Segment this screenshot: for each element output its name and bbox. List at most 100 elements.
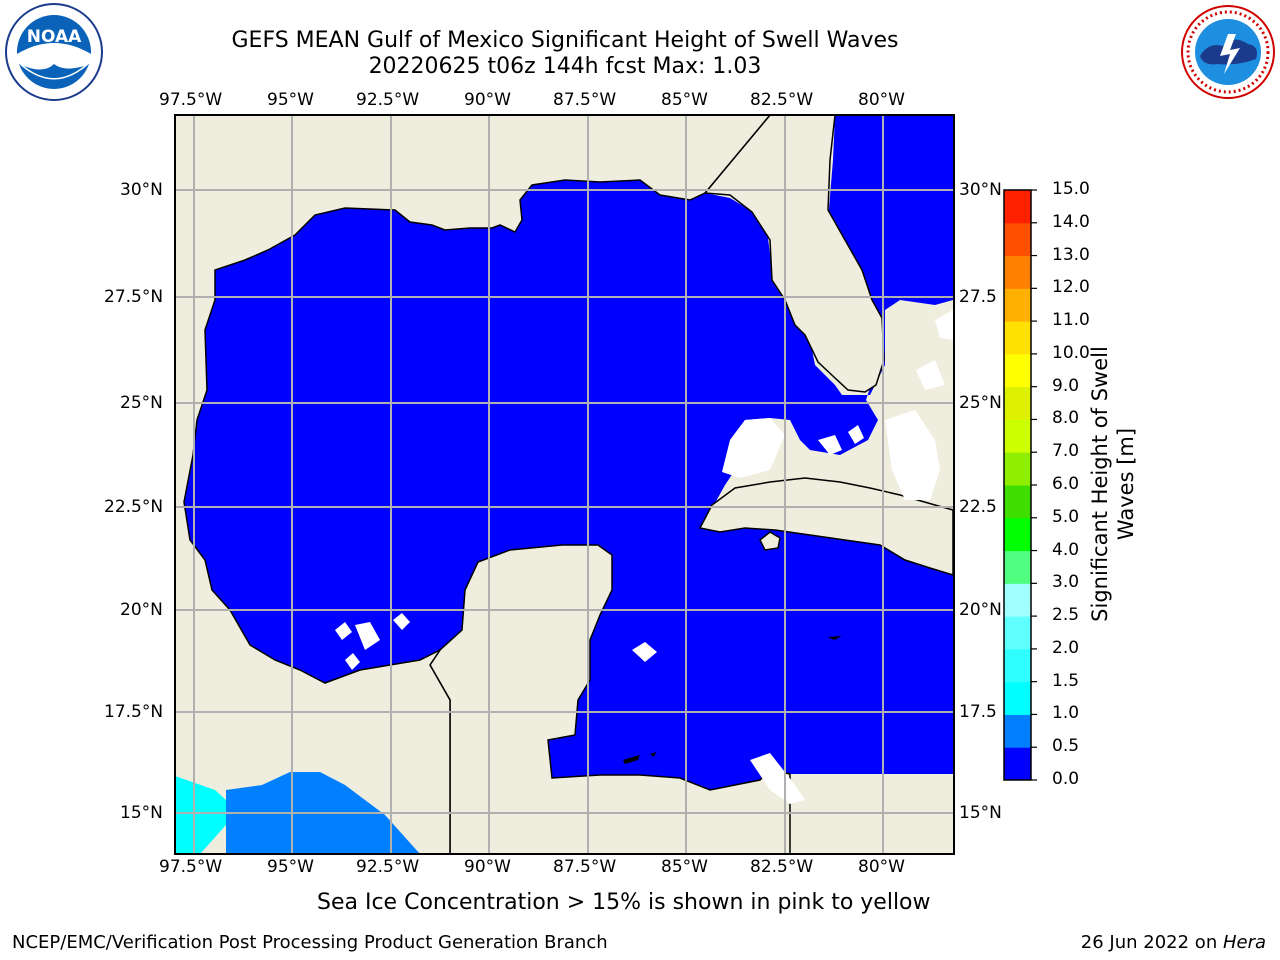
swell-field-atlantic bbox=[838, 115, 953, 300]
lat-label-right: 22.5 bbox=[959, 497, 997, 517]
colorbar-tick-label: 3.0 bbox=[1052, 572, 1080, 593]
no-data-patch bbox=[818, 435, 842, 455]
lon-label-bottom: 95°W bbox=[267, 857, 314, 877]
colorbar-segment bbox=[1004, 485, 1031, 519]
no-data-patch bbox=[885, 410, 940, 500]
no-data-patch bbox=[916, 360, 945, 390]
no-data-patch bbox=[355, 622, 380, 650]
colorbar-segment bbox=[1004, 550, 1031, 584]
lon-label-bottom: 92.5°W bbox=[356, 857, 420, 877]
lon-label-bottom: 90°W bbox=[464, 857, 511, 877]
lat-label-right: 25°N bbox=[959, 393, 1002, 413]
lon-label-top: 82.5°W bbox=[750, 90, 814, 110]
lon-label-top: 92.5°W bbox=[356, 90, 420, 110]
no-data-patch bbox=[393, 613, 410, 630]
swell-pacific-1.0-1.5 bbox=[175, 776, 226, 854]
no-data-patch bbox=[848, 425, 864, 444]
lat-label-left: 27.5°N bbox=[104, 287, 164, 307]
colorbar-tick-label: 9.0 bbox=[1052, 375, 1080, 396]
lat-label-left: 17.5°N bbox=[104, 702, 164, 722]
colorbar-tick-label: 12.0 bbox=[1052, 277, 1090, 298]
noaa-logo: NOAA bbox=[5, 3, 103, 101]
colorbar-segment bbox=[1004, 321, 1031, 355]
map-title: GEFS MEAN Gulf of Mexico Significant Hei… bbox=[231, 28, 899, 53]
no-data-patch bbox=[632, 642, 657, 662]
lon-label-bottom: 85°W bbox=[661, 857, 708, 877]
swell-field-gulf bbox=[184, 115, 953, 790]
mexico-west-coast bbox=[175, 115, 771, 854]
grid-lines bbox=[175, 115, 954, 854]
colorbar-segment bbox=[1004, 419, 1031, 453]
colorbar bbox=[1003, 189, 1037, 781]
lon-label-bottom: 80°W bbox=[858, 857, 905, 877]
no-data-patch bbox=[335, 622, 352, 640]
colorbar-segment bbox=[1004, 616, 1031, 650]
colorbar-segment bbox=[1004, 452, 1031, 486]
colorbar-tick-label: 6.0 bbox=[1052, 474, 1080, 494]
lon-label-bottom: 97.5°W bbox=[159, 857, 223, 877]
footer-machine: Hera bbox=[1222, 932, 1266, 953]
colorbar-segment bbox=[1004, 583, 1031, 617]
island bbox=[623, 755, 640, 764]
lon-label-top: 80°W bbox=[858, 90, 905, 110]
lat-label-right: 17.5 bbox=[959, 702, 997, 722]
no-data-patch bbox=[722, 418, 785, 478]
colorbar-tick-label: 15.0 bbox=[1052, 179, 1090, 199]
footer-date: 26 Jun 2022 on Hera bbox=[1081, 932, 1266, 953]
colorbar-tick-label: 0.0 bbox=[1052, 769, 1080, 789]
colorbar-tick-label: 13.0 bbox=[1052, 244, 1090, 265]
lat-label-left: 30°N bbox=[120, 180, 163, 200]
colorbar-tick-label: 5.0 bbox=[1052, 506, 1080, 527]
footer-branch: NCEP/EMC/Verification Post Processing Pr… bbox=[12, 932, 608, 953]
colorbar-segment bbox=[1004, 222, 1031, 257]
island bbox=[828, 636, 842, 640]
colorbar-segment bbox=[1004, 190, 1031, 224]
colorbar-tick-label: 1.5 bbox=[1052, 670, 1080, 691]
colorbar-segment bbox=[1004, 747, 1031, 781]
nws-logo bbox=[1181, 5, 1275, 99]
no-data-patch bbox=[750, 753, 805, 804]
lat-label-left: 25°N bbox=[120, 393, 163, 413]
colorbar-tick-label: 11.0 bbox=[1052, 310, 1090, 331]
colorbar-segment bbox=[1004, 386, 1031, 420]
lon-label-top: 90°W bbox=[464, 90, 511, 110]
no-data-patch bbox=[935, 310, 953, 340]
lat-label-left: 15°N bbox=[120, 803, 163, 823]
lon-label-top: 95°W bbox=[267, 90, 314, 110]
colorbar-tick-label: 2.5 bbox=[1052, 605, 1080, 626]
colorbar-tick-label: 14.0 bbox=[1052, 211, 1090, 232]
colorbar-segment bbox=[1004, 517, 1031, 552]
lat-label-right: 15°N bbox=[959, 803, 1002, 823]
colorbar-tick-label: 0.5 bbox=[1052, 736, 1080, 757]
colorbar-segment bbox=[1004, 353, 1031, 388]
lon-label-bottom: 82.5°W bbox=[750, 857, 814, 877]
lat-label-left: 22.5°N bbox=[104, 497, 164, 517]
lon-label-top: 85°W bbox=[661, 90, 708, 110]
colorbar-segment bbox=[1004, 714, 1031, 748]
colorbar-segment bbox=[1004, 648, 1031, 683]
lat-label-left: 20°N bbox=[120, 600, 163, 620]
colorbar-tick-label: 4.0 bbox=[1052, 539, 1080, 560]
colorbar-segment bbox=[1004, 288, 1031, 322]
colorbar-tick-label: 1.0 bbox=[1052, 703, 1080, 724]
lat-label-right: 30°N bbox=[959, 180, 1002, 200]
colorbar-tick-label: 7.0 bbox=[1052, 441, 1080, 462]
lon-label-bottom: 87.5°W bbox=[553, 857, 617, 877]
colorbar-title: Significant Height of Swell Waves [m] bbox=[1088, 346, 1138, 622]
colorbar-segment bbox=[1004, 681, 1031, 715]
colorbar-tick-label: 10.0 bbox=[1052, 342, 1090, 363]
isla-de-la-juventud bbox=[759, 531, 781, 551]
svg-text:NOAA: NOAA bbox=[27, 27, 82, 47]
sea-ice-caption: Sea Ice Concentration > 15% is shown in … bbox=[317, 890, 931, 915]
colorbar-segment bbox=[1004, 255, 1031, 289]
map-frame bbox=[174, 114, 955, 855]
lat-label-right: 20°N bbox=[959, 600, 1002, 620]
florida-peninsula bbox=[703, 115, 885, 393]
colorbar-tick-label: 8.0 bbox=[1052, 408, 1080, 429]
colorbar-tick-label: 2.0 bbox=[1052, 637, 1080, 658]
lon-label-top: 97.5°W bbox=[159, 90, 223, 110]
lon-label-top: 87.5°W bbox=[553, 90, 617, 110]
footer-date-text: 26 Jun 2022 on bbox=[1080, 932, 1223, 953]
no-data-patch bbox=[345, 653, 360, 670]
